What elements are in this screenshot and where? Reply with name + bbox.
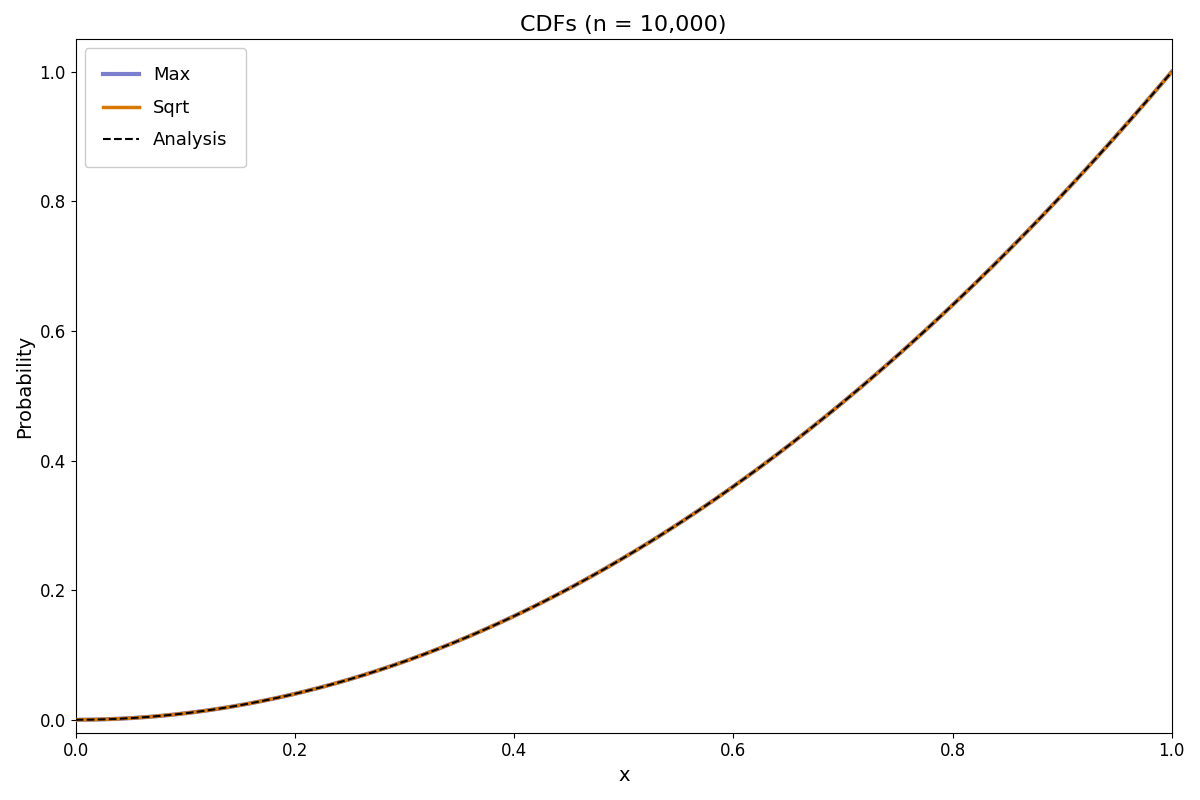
X-axis label: x: x	[618, 766, 630, 785]
Max	[283, 690, 298, 700]
Analysis	[114, 714, 128, 723]
Analysis	[1165, 67, 1180, 77]
Analysis	[134, 713, 149, 722]
Max	[114, 714, 128, 723]
Sqrt	[283, 690, 298, 700]
Max	[73, 715, 88, 725]
Y-axis label: Probability: Probability	[14, 334, 34, 438]
Line: Max: Max	[76, 72, 1172, 720]
Sqrt	[605, 560, 619, 570]
Analysis	[68, 715, 83, 725]
Legend: Max, Sqrt, Analysis: Max, Sqrt, Analysis	[85, 48, 246, 167]
Analysis	[73, 715, 88, 725]
Max	[1106, 134, 1121, 143]
Line: Sqrt: Sqrt	[76, 72, 1172, 720]
Title: CDFs (n = 10,000): CDFs (n = 10,000)	[521, 15, 727, 35]
Max	[134, 713, 149, 722]
Analysis	[283, 690, 298, 700]
Analysis	[1106, 134, 1121, 143]
Sqrt	[1106, 134, 1121, 143]
Analysis	[605, 560, 619, 570]
Line: Analysis: Analysis	[76, 72, 1172, 720]
Sqrt	[73, 715, 88, 725]
Sqrt	[114, 714, 128, 723]
Sqrt	[1165, 67, 1180, 77]
Sqrt	[134, 713, 149, 722]
Max	[68, 715, 83, 725]
Sqrt	[68, 715, 83, 725]
Max	[605, 560, 619, 570]
Max	[1165, 67, 1180, 77]
